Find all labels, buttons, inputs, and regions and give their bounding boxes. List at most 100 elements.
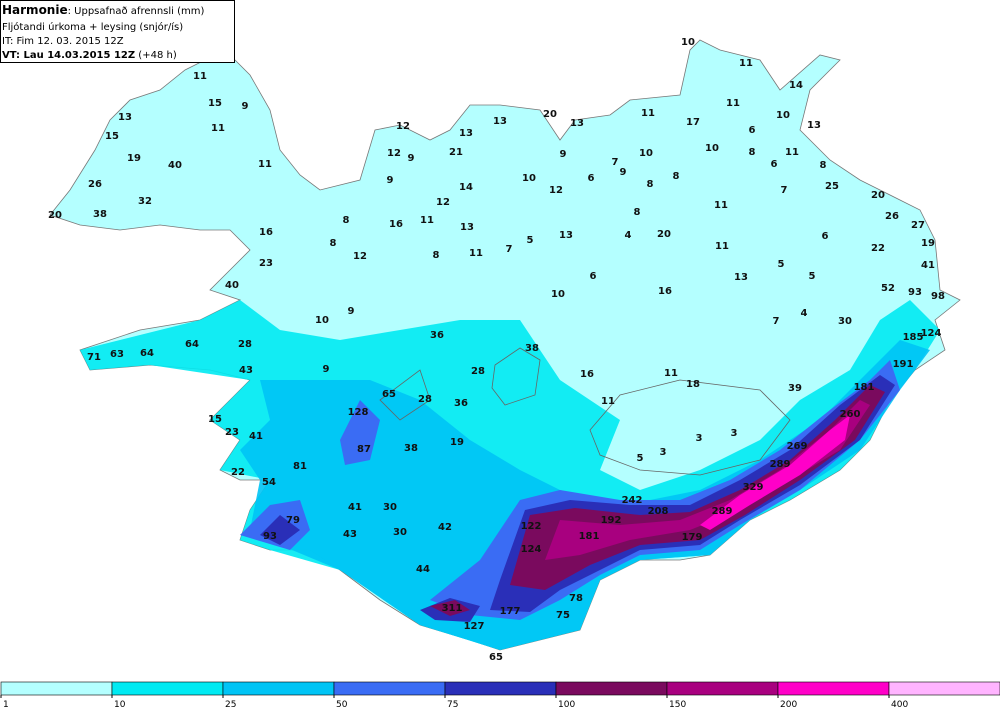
map-value: 18 [686, 379, 700, 390]
map-value: 124 [521, 544, 542, 555]
legend-label: 10 [114, 700, 126, 710]
map-value: 3 [731, 428, 738, 439]
header-box: Harmonie: Uppsafnað afrennsli (mm) Fljót… [0, 0, 235, 63]
map-value: 52 [881, 283, 895, 294]
map-value: 12 [396, 121, 410, 132]
map-value: 41 [348, 502, 362, 513]
map-value: 13 [493, 116, 507, 127]
map-value: 11 [726, 98, 740, 109]
map-value: 41 [249, 431, 263, 442]
map-value: 10 [315, 315, 329, 326]
map-value: 242 [622, 495, 643, 506]
map-value: 10 [776, 110, 790, 121]
map-value: 30 [838, 316, 852, 327]
map-value: 9 [620, 167, 627, 178]
legend-swatch [222, 681, 335, 696]
header-line1: Harmonie: Uppsafnað afrennsli (mm) [2, 3, 204, 17]
map-value: 38 [404, 443, 418, 454]
map-value: 8 [330, 238, 337, 249]
map-value: 23 [225, 427, 239, 438]
map-value: 44 [416, 564, 430, 575]
map-value: 22 [871, 243, 885, 254]
map-value: 3 [660, 447, 667, 458]
map-value: 289 [712, 506, 733, 517]
map-value: 11 [211, 123, 225, 134]
map-value: 122 [521, 521, 542, 532]
map-value: 20 [657, 229, 671, 240]
map-value: 11 [785, 147, 799, 158]
map-value: 10 [681, 37, 695, 48]
map-value: 5 [527, 235, 534, 246]
map-value: 192 [601, 515, 622, 526]
map-value: 9 [323, 364, 330, 375]
lead-time: (+48 h) [135, 50, 177, 61]
precip-25-50 [240, 340, 930, 650]
map-value: 17 [686, 117, 700, 128]
map-value: 8 [647, 179, 654, 190]
map-value: 5 [637, 453, 644, 464]
map-value: 181 [854, 382, 875, 393]
map-value: 13 [459, 128, 473, 139]
map-value: 16 [658, 286, 672, 297]
map-value: 11 [641, 108, 655, 119]
map-value: 98 [931, 291, 945, 302]
map-value: 26 [885, 211, 899, 222]
map-value: 12 [436, 197, 450, 208]
map-value: 124 [921, 328, 942, 339]
legend-swatch [666, 681, 779, 696]
map-value: 36 [454, 398, 468, 409]
legend-label: 1 [3, 700, 9, 710]
map-value: 11 [193, 71, 207, 82]
map-value: 6 [771, 159, 778, 170]
map-value: 93 [908, 287, 922, 298]
legend-swatch [333, 681, 446, 696]
map-value: 25 [825, 181, 839, 192]
map-value: 13 [807, 120, 821, 131]
map-value: 9 [348, 306, 355, 317]
map-value: 75 [556, 610, 570, 621]
legend-label: 75 [447, 700, 458, 710]
map-value: 13 [118, 112, 132, 123]
map-value: 64 [140, 348, 154, 359]
map-value: 79 [286, 515, 300, 526]
map-value: 30 [393, 527, 407, 538]
color-legend: 1 10 25 50 75 100 150 200 400 [0, 681, 1000, 710]
map-value: 15 [105, 131, 119, 142]
map-value: 54 [262, 477, 276, 488]
header-frame [0, 0, 235, 63]
map-value: 14 [789, 80, 803, 91]
legend-swatch [111, 681, 224, 696]
map-value: 30 [383, 502, 397, 513]
map-value: 6 [822, 231, 829, 242]
map-value: 11 [664, 368, 678, 379]
map-value: 11 [258, 159, 272, 170]
precip-200-400 [700, 415, 850, 530]
map-value: 28 [418, 394, 432, 405]
map-value: 10 [551, 289, 565, 300]
map-value: 9 [408, 153, 415, 164]
map-value: 15 [208, 98, 222, 109]
map-value: 16 [259, 227, 273, 238]
map-value: 81 [293, 461, 307, 472]
map-value: 39 [788, 383, 802, 394]
map-value: 78 [569, 593, 583, 604]
map-value: 128 [348, 407, 369, 418]
map-value: 11 [714, 200, 728, 211]
map-value: 11 [420, 215, 434, 226]
map-value: 181 [579, 531, 600, 542]
map-value: 21 [449, 147, 463, 158]
map-value: 5 [809, 271, 816, 282]
model-name: Harmonie [2, 3, 68, 17]
legend-label: 150 [669, 700, 686, 710]
init-time: IT: Fim 12. 03. 2015 12Z [2, 36, 124, 47]
legend-swatch [444, 681, 557, 696]
map-value: 71 [87, 352, 101, 363]
map-value: 11 [469, 248, 483, 259]
map-value: 10 [522, 173, 536, 184]
map-value: 22 [231, 467, 245, 478]
map-value: 4 [625, 230, 632, 241]
map-value: 5 [778, 259, 785, 270]
map-value: 6 [590, 271, 597, 282]
map-value: 179 [682, 532, 703, 543]
